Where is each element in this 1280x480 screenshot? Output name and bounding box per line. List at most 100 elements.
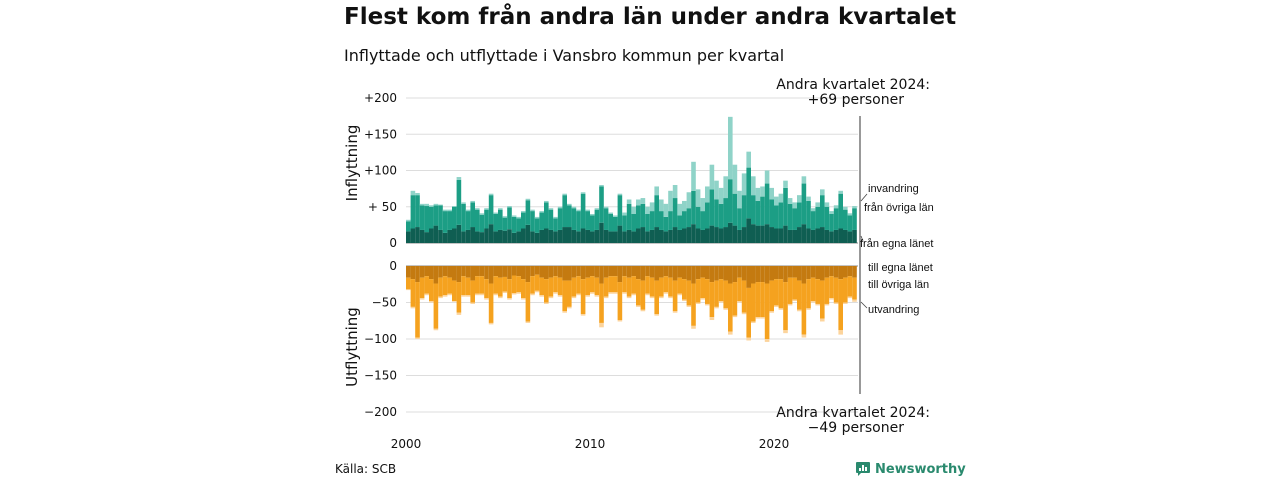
bar-outflow-1 xyxy=(709,282,715,318)
bar-outflow-1 xyxy=(659,277,664,297)
bar-inflow-2 xyxy=(815,202,820,207)
bar-inflow-1 xyxy=(599,186,604,223)
bar-inflow-2 xyxy=(778,193,784,203)
bar-inflow-1 xyxy=(774,205,779,229)
y-tick-label: +200 xyxy=(364,91,397,105)
bar-inflow-2 xyxy=(764,170,770,184)
bar-inflow-0 xyxy=(516,231,521,243)
bar-outflow-2 xyxy=(576,293,581,296)
bar-outflow-2 xyxy=(838,330,843,335)
bar-inflow-2 xyxy=(806,196,811,201)
bar-outflow-2 xyxy=(419,298,425,300)
bar-inflow-2 xyxy=(553,216,558,219)
bar-outflow-1 xyxy=(820,280,825,319)
bar-outflow-0 xyxy=(553,266,558,277)
bar-inflow-0 xyxy=(507,229,512,243)
bar-outflow-1 xyxy=(732,282,738,316)
bar-outflow-2 xyxy=(654,314,659,316)
bar-inflow-2 xyxy=(640,198,646,204)
bar-outflow-2 xyxy=(700,298,705,300)
bar-inflow-2 xyxy=(557,206,563,209)
bar-outflow-1 xyxy=(590,276,595,293)
bar-inflow-1 xyxy=(608,214,613,232)
bar-inflow-1 xyxy=(410,195,416,229)
bar-outflow-2 xyxy=(783,330,788,334)
bar-inflow-2 xyxy=(691,161,696,191)
bar-outflow-0 xyxy=(682,266,687,280)
bar-inflow-2 xyxy=(406,219,411,222)
bar-outflow-0 xyxy=(728,266,733,284)
bar-inflow-0 xyxy=(852,229,857,243)
bar-inflow-0 xyxy=(521,228,526,243)
bar-inflow-0 xyxy=(801,224,807,243)
bar-outflow-1 xyxy=(438,277,443,297)
bar-outflow-2 xyxy=(447,293,452,296)
bar-inflow-0 xyxy=(774,228,779,243)
bar-outflow-0 xyxy=(737,266,742,278)
bar-outflow-0 xyxy=(429,266,434,280)
bar-inflow-1 xyxy=(668,211,673,230)
bar-outflow-0 xyxy=(769,266,774,281)
bar-outflow-1 xyxy=(562,280,567,312)
bar-outflow-2 xyxy=(442,295,448,297)
bar-outflow-1 xyxy=(622,276,627,293)
bar-inflow-2 xyxy=(774,196,779,206)
bar-inflow-1 xyxy=(511,216,517,233)
bar-inflow-1 xyxy=(714,199,719,228)
bar-inflow-1 xyxy=(493,214,498,232)
bar-inflow-0 xyxy=(465,229,471,243)
bar-inflow-1 xyxy=(686,208,692,228)
bar-inflow-2 xyxy=(530,209,535,212)
bar-inflow-2 xyxy=(603,206,609,209)
bar-inflow-0 xyxy=(769,227,774,243)
source-note: Källa: SCB xyxy=(335,462,397,476)
bar-inflow-2 xyxy=(410,190,416,196)
bar-inflow-2 xyxy=(576,209,581,212)
bar-inflow-0 xyxy=(617,225,623,243)
y-tick-label: −50 xyxy=(372,296,397,310)
bar-inflow-0 xyxy=(806,228,811,243)
bar-inflow-2 xyxy=(659,199,664,212)
bar-outflow-2 xyxy=(622,292,627,294)
bar-inflow-0 xyxy=(741,227,747,243)
bar-outflow-1 xyxy=(479,276,485,294)
bar-inflow-2 xyxy=(709,164,715,190)
bar-outflow-2 xyxy=(608,292,613,294)
bar-inflow-0 xyxy=(820,227,825,243)
bar-inflow-0 xyxy=(544,228,549,243)
bar-inflow-1 xyxy=(640,203,646,228)
bar-outflow-1 xyxy=(847,276,853,297)
bar-outflow-1 xyxy=(760,282,765,318)
bar-outflow-0 xyxy=(617,266,623,283)
bar-outflow-0 xyxy=(801,266,807,284)
brand-logo[interactable]: Newsworthy xyxy=(855,461,966,477)
bar-outflow-1 xyxy=(797,280,802,310)
bar-inflow-0 xyxy=(682,228,687,243)
y-axis-label-inflyttning: Inflyttning xyxy=(343,125,361,202)
bar-outflow-2 xyxy=(723,308,728,310)
annotation-inflow-line1: Andra kvartalet 2024: xyxy=(776,77,930,93)
bar-outflow-1 xyxy=(613,276,618,293)
bar-outflow-0 xyxy=(820,266,825,281)
bar-inflow-2 xyxy=(452,206,457,207)
bar-inflow-2 xyxy=(760,186,765,197)
bar-outflow-2 xyxy=(580,314,586,316)
bar-outflow-1 xyxy=(677,277,682,294)
bar-outflow-2 xyxy=(645,293,650,296)
bar-inflow-0 xyxy=(636,228,641,243)
x-tick-label: 2000 xyxy=(391,437,422,451)
bar-inflow-2 xyxy=(829,211,834,214)
bar-outflow-0 xyxy=(672,266,678,281)
bar-outflow-2 xyxy=(438,296,443,299)
bar-inflow-0 xyxy=(659,229,664,243)
bar-inflow-1 xyxy=(833,208,839,230)
bar-outflow-2 xyxy=(631,293,636,296)
bar-inflow-1 xyxy=(649,211,655,230)
bar-outflow-2 xyxy=(415,337,420,339)
bar-outflow-2 xyxy=(590,292,595,294)
bar-inflow-1 xyxy=(645,214,650,232)
bar-inflow-2 xyxy=(787,198,793,204)
bar-outflow-1 xyxy=(852,277,857,300)
bar-inflow-0 xyxy=(580,228,586,243)
bar-inflow-0 xyxy=(608,231,613,243)
